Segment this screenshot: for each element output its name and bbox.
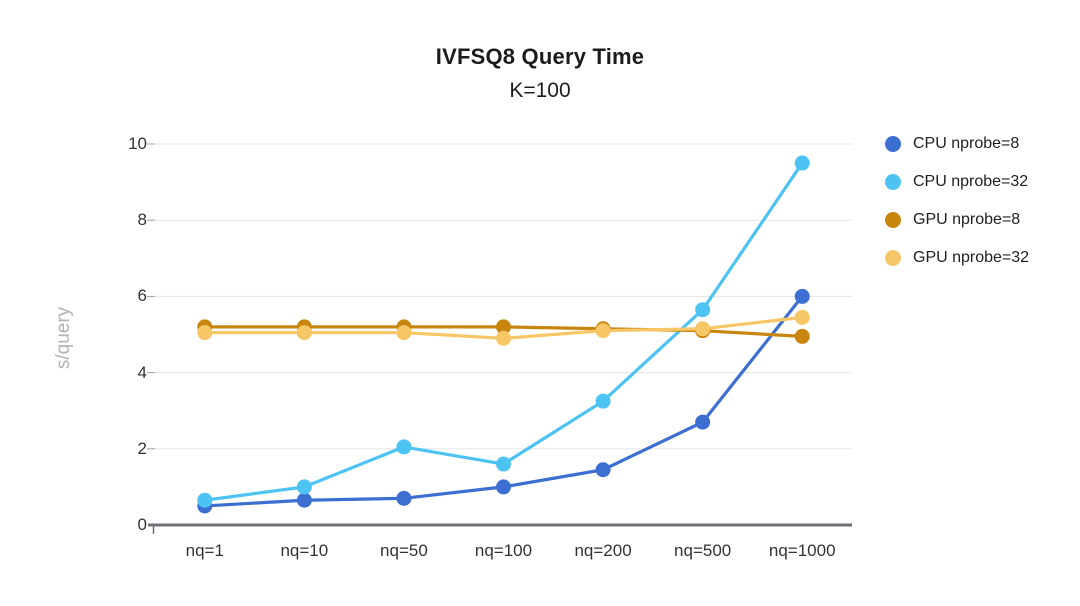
legend: CPU nprobe=8 CPU nprobe=32 GPU nprobe=8 GPU…	[885, 135, 1029, 287]
data-point-cpu-nprobe-32	[595, 393, 611, 409]
data-point-gpu-nprobe-8	[794, 328, 810, 344]
legend-item-cpu-nprobe-8: CPU nprobe=8	[885, 135, 1029, 152]
y-tick-label: 4	[137, 362, 147, 382]
x-tick-label: nq=1000	[768, 541, 836, 560]
legend-label: CPU nprobe=8	[913, 134, 1020, 152]
y-tick-label: 6	[137, 286, 147, 306]
legend-item-gpu-nprobe-32: GPU nprobe=32	[885, 249, 1029, 266]
legend-label: GPU nprobe=8	[913, 210, 1021, 228]
data-point-cpu-nprobe-32	[296, 479, 312, 495]
legend-label: GPU nprobe=32	[913, 248, 1030, 266]
legend-swatch-icon	[885, 211, 901, 228]
x-tick-label: nq=200	[574, 541, 632, 560]
data-point-cpu-nprobe-8	[794, 288, 810, 304]
y-tick-label: 2	[137, 438, 147, 458]
y-tick-label: 0	[137, 515, 147, 534]
legend-swatch-icon	[885, 135, 901, 152]
data-point-cpu-nprobe-8	[496, 479, 511, 495]
legend-item-cpu-nprobe-32: CPU nprobe=32	[885, 173, 1029, 190]
y-tick-label: 8	[137, 210, 147, 230]
chart-title: IVFSQ8 Query Time	[435, 44, 645, 69]
data-point-cpu-nprobe-8	[396, 490, 412, 506]
data-point-cpu-nprobe-32	[496, 456, 511, 472]
data-point-cpu-nprobe-32	[695, 302, 711, 318]
x-tick-label: nq=500	[674, 541, 732, 560]
legend-label: CPU nprobe=32	[913, 172, 1029, 190]
data-point-gpu-nprobe-8	[496, 319, 511, 335]
x-tick-label: nq=50	[380, 541, 428, 560]
data-point-cpu-nprobe-8	[296, 492, 312, 508]
data-point-gpu-nprobe-32	[396, 325, 412, 341]
legend-item-gpu-nprobe-8: GPU nprobe=8	[885, 211, 1029, 228]
data-point-cpu-nprobe-8	[595, 462, 611, 478]
data-point-gpu-nprobe-32	[794, 309, 810, 325]
data-point-cpu-nprobe-32	[396, 439, 412, 455]
data-point-gpu-nprobe-32	[197, 325, 213, 341]
legend-swatch-icon	[885, 173, 901, 190]
x-tick-label: nq=100	[474, 541, 533, 560]
data-point-cpu-nprobe-32	[197, 492, 213, 508]
legend-swatch-icon	[885, 249, 901, 266]
data-point-cpu-nprobe-8	[695, 414, 711, 430]
data-point-gpu-nprobe-32	[496, 330, 511, 346]
chart-subtitle: K=100	[509, 79, 571, 102]
y-tick-label: 10	[128, 134, 147, 153]
data-point-gpu-nprobe-32	[296, 325, 312, 341]
data-point-gpu-nprobe-32	[695, 321, 711, 337]
x-tick-label: nq=10	[280, 541, 329, 560]
data-point-gpu-nprobe-32	[595, 323, 611, 339]
x-tick-label: nq=1	[185, 541, 224, 560]
data-point-cpu-nprobe-32	[794, 155, 810, 171]
